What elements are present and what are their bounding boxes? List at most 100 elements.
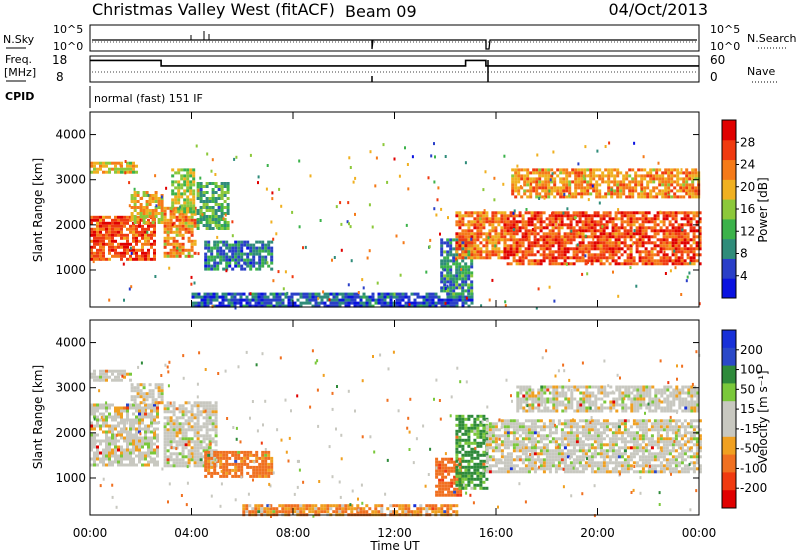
cell-10	[551, 256, 555, 260]
cell-0	[129, 230, 132, 234]
cell-10	[638, 256, 642, 260]
scatter-cell	[444, 155, 447, 158]
cell-4	[204, 456, 208, 460]
cell-10	[542, 241, 546, 245]
cell-8	[488, 464, 492, 468]
cell-0	[120, 445, 123, 449]
cell-5	[202, 191, 206, 194]
cell-7	[314, 304, 318, 308]
cell-3	[169, 215, 173, 219]
cell-10	[506, 220, 510, 224]
cell-5	[269, 507, 273, 511]
cell-3	[181, 425, 185, 429]
cell-6	[255, 246, 259, 250]
cell-0	[153, 442, 156, 446]
cell-3	[178, 416, 182, 420]
cell-10	[632, 235, 636, 239]
cell-11	[613, 177, 617, 181]
cell-4	[261, 450, 265, 454]
cell-10	[695, 235, 699, 239]
cell-1	[93, 170, 96, 174]
cell-7	[326, 295, 330, 299]
cell-3	[187, 452, 191, 456]
cell-11	[514, 195, 518, 199]
cell-6	[246, 264, 250, 268]
scatter-cell	[493, 176, 496, 180]
cell-0	[105, 433, 108, 437]
cell-5	[344, 504, 348, 508]
cell-5	[326, 510, 330, 514]
cell-10	[518, 250, 522, 254]
power-colorbar-tick-label: 4	[740, 269, 748, 283]
cell-0	[117, 412, 120, 416]
cell-6	[261, 258, 265, 262]
cell-8	[470, 265, 474, 269]
cell-10	[539, 238, 543, 242]
cell-8	[467, 277, 471, 281]
cell-2	[157, 221, 161, 224]
cell-9	[476, 226, 480, 230]
cell-0	[96, 242, 99, 246]
cell-3	[199, 452, 203, 456]
cell-4	[189, 198, 193, 202]
cell-10	[572, 262, 576, 266]
cell-11	[553, 177, 557, 181]
cell-11	[607, 177, 611, 181]
cell-10	[617, 217, 621, 221]
cell-7	[464, 465, 468, 469]
cell-10	[689, 211, 693, 215]
cell-9	[488, 232, 492, 236]
cell-6	[213, 240, 217, 244]
cell-3	[214, 401, 218, 405]
cell-8	[488, 446, 492, 450]
cell-10	[596, 253, 600, 257]
cell-10	[566, 214, 570, 218]
cell-3	[166, 254, 170, 258]
cell-6	[450, 469, 454, 473]
cell-10	[677, 235, 681, 239]
scatter-cell	[340, 222, 343, 226]
cell-0	[108, 257, 111, 261]
cell-5	[293, 507, 297, 511]
cell-8	[461, 265, 465, 269]
cell-2	[145, 398, 149, 402]
scatter-cell	[455, 257, 458, 261]
cell-0	[138, 424, 141, 428]
cell-9	[497, 238, 501, 242]
cell-7	[467, 474, 471, 478]
cell-3	[205, 419, 209, 423]
cell-3	[187, 443, 191, 447]
cell-3	[211, 437, 215, 441]
cell-0	[153, 415, 156, 419]
cell-11	[601, 195, 605, 199]
cell-4	[171, 180, 175, 184]
cell-8	[455, 253, 459, 257]
cell-11	[580, 177, 584, 181]
cell-7	[467, 459, 471, 463]
scatter-cell	[133, 187, 136, 191]
cell-0	[96, 248, 99, 252]
cell-10	[530, 247, 534, 251]
cell-11	[595, 192, 599, 196]
cell-5	[223, 212, 227, 215]
scatter-cell	[617, 208, 620, 212]
cell-0	[117, 230, 120, 234]
cell-6	[234, 243, 238, 247]
cell-10	[545, 217, 549, 221]
cell-10	[650, 217, 654, 221]
cell-0	[147, 439, 150, 443]
cell-3	[205, 401, 209, 405]
cell-6	[270, 267, 274, 271]
cell-9	[482, 214, 486, 218]
cell-5	[392, 504, 396, 508]
cell-3	[187, 422, 191, 426]
cell-10	[590, 253, 594, 257]
cell-10	[584, 223, 588, 227]
cell-5	[199, 185, 203, 188]
cell-4	[270, 456, 274, 460]
cell-0	[120, 245, 123, 249]
cell-10	[503, 247, 507, 251]
cell-6	[258, 267, 262, 271]
cell-10	[530, 223, 534, 227]
